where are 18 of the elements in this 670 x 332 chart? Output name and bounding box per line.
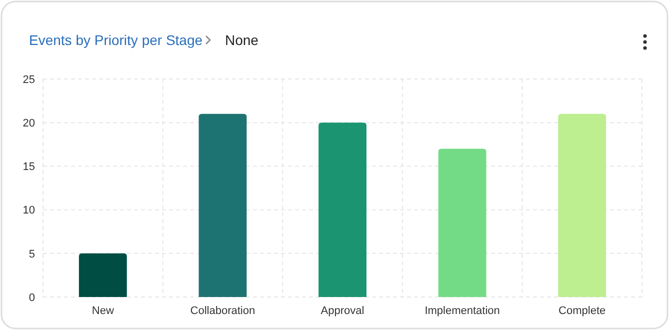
- y-tick-label: 15: [22, 161, 35, 174]
- chart-title: Events by Priority per Stage: [29, 32, 203, 48]
- x-tick-label: New: [92, 305, 114, 317]
- x-tick-label: Approval: [320, 305, 364, 317]
- y-tick-label: 10: [22, 204, 35, 217]
- y-tick-label: 5: [28, 248, 35, 260]
- bar: [198, 114, 247, 297]
- x-tick-label: Implementation: [424, 305, 500, 317]
- y-tick-label: 25: [22, 74, 35, 86]
- bar: [78, 253, 127, 297]
- y-tick-label: 20: [22, 117, 35, 130]
- y-tick-label: 0: [28, 292, 35, 304]
- bar: [438, 148, 486, 297]
- x-tick-label: Complete: [558, 305, 606, 317]
- chart-subtitle: None: [225, 32, 259, 48]
- bar: [558, 114, 606, 297]
- bar: [318, 122, 366, 297]
- x-tick-label: Collaboration: [190, 305, 256, 317]
